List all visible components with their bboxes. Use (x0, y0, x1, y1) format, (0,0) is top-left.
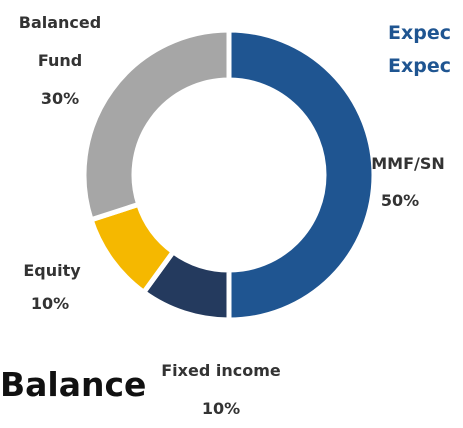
slice-label: Balanced Fund (18, 13, 102, 70)
title: Balance (0, 365, 147, 404)
annotation: Expec (388, 22, 451, 44)
value-label: 10% (201, 399, 241, 418)
donut-slice (226, 27, 377, 323)
page: {"chart_data": {"type": "pie", "donut": … (0, 13, 451, 418)
donut-slice (81, 27, 232, 223)
donut-chart (81, 27, 377, 323)
value-label: 30% (40, 89, 80, 108)
slice-label: Fixed income (161, 361, 281, 380)
annotation: Expec (388, 55, 451, 77)
slice-label: Equity (23, 261, 81, 280)
value-label: 10% (30, 294, 70, 313)
slice-label: MMF/SN (371, 154, 445, 173)
value-label: 50% (380, 191, 420, 210)
